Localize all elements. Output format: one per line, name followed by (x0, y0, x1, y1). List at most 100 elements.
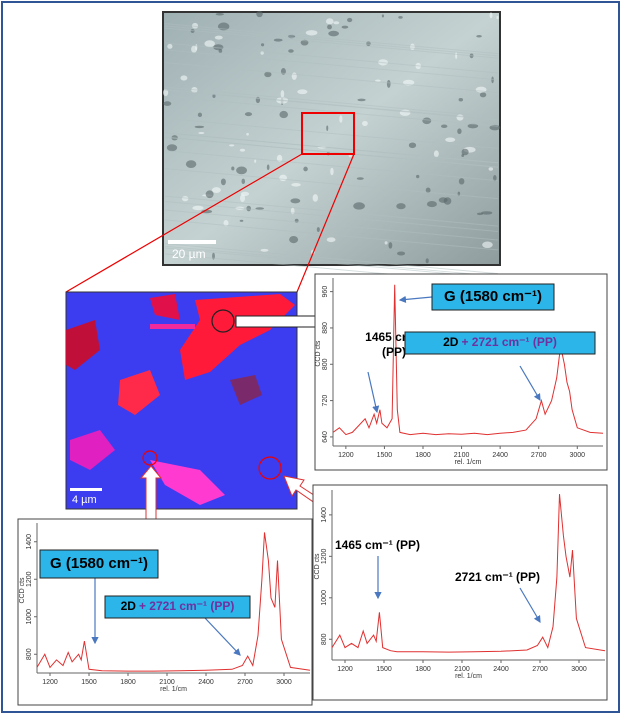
y-tick-label: 640 (322, 431, 329, 443)
page: {"images":{"micrograph":{"scale_bar":"20… (0, 0, 621, 719)
y-tick-label: 1000 (26, 609, 33, 625)
x-axis-label: rel. 1/cm (160, 686, 187, 693)
x-tick-label: 1800 (415, 666, 431, 673)
texture (397, 251, 405, 255)
y-tick-label: 1200 (26, 571, 33, 587)
texture (229, 144, 234, 146)
x-tick-label: 1200 (337, 666, 353, 673)
annotation-part: 2D (121, 599, 137, 613)
texture (261, 43, 264, 46)
texture (192, 206, 203, 210)
texture (291, 183, 300, 187)
annotation-part: + 2721 cm⁻¹ (PP) (139, 599, 234, 613)
texture (279, 111, 288, 118)
texture (167, 144, 177, 151)
texture (163, 101, 171, 106)
texture (289, 236, 298, 243)
texture (387, 80, 391, 88)
annotation-part: + 2721 cm⁻¹ (PP) (461, 335, 556, 349)
x-tick-label: 2100 (454, 452, 470, 459)
scale-label: 4 µm (72, 494, 97, 506)
annotation: G (1580 cm⁻¹) (444, 288, 542, 305)
texture (396, 203, 405, 209)
x-tick-label: 2100 (159, 679, 175, 686)
texture (330, 168, 333, 175)
x-tick-label: 1800 (120, 679, 136, 686)
x-tick-label: 1500 (377, 452, 393, 459)
texture (231, 167, 234, 171)
texture (221, 178, 226, 185)
x-axis-label: rel. 1/cm (455, 459, 482, 466)
texture (182, 196, 189, 201)
texture (328, 31, 339, 37)
texture (317, 227, 320, 232)
x-tick-label: 1500 (81, 679, 97, 686)
texture (357, 99, 365, 102)
scale-bar (168, 240, 216, 244)
y-tick-label: 800 (321, 633, 328, 645)
texture (261, 249, 269, 252)
texture (303, 167, 308, 172)
x-tick-label: 3000 (569, 452, 585, 459)
y-tick-label: 880 (322, 322, 329, 334)
texture (167, 44, 172, 49)
texture (410, 44, 415, 51)
texture (290, 198, 300, 203)
texture (241, 192, 249, 196)
x-tick-label: 2400 (493, 666, 509, 673)
texture (236, 167, 247, 175)
texture (297, 89, 307, 94)
texture (267, 164, 270, 170)
texture (206, 190, 214, 198)
x-tick-label: 2700 (237, 679, 253, 686)
texture (416, 175, 419, 178)
texture (462, 149, 469, 156)
x-tick-label: 1500 (376, 666, 392, 673)
texture (198, 113, 202, 117)
texture (455, 52, 457, 59)
x-tick-label: 2700 (532, 666, 548, 673)
texture (445, 138, 455, 143)
y-tick-label: 800 (26, 648, 33, 660)
texture (459, 98, 463, 101)
texture (489, 167, 493, 170)
texture (186, 160, 196, 168)
texture (292, 72, 297, 80)
x-tick-label: 2400 (492, 452, 508, 459)
texture (333, 21, 339, 24)
y-tick-label: 1400 (26, 534, 33, 550)
texture (245, 112, 252, 116)
texture (204, 40, 214, 47)
x-tick-label: 3000 (276, 679, 292, 686)
annotation: G (1580 cm⁻¹) (50, 555, 148, 572)
texture (246, 133, 249, 136)
y-tick-label: 1000 (321, 590, 328, 606)
texture (476, 35, 482, 37)
annotation: 1465 cm⁻¹ (PP) (335, 538, 420, 552)
texture (481, 211, 492, 214)
y-tick-label: 1200 (321, 548, 328, 564)
texture (215, 36, 223, 40)
texture (347, 18, 352, 22)
texture (281, 90, 285, 98)
texture (457, 128, 461, 134)
y-tick-label: 960 (322, 286, 329, 298)
texture (422, 117, 431, 124)
texture (427, 201, 437, 207)
texture (306, 30, 318, 35)
annotation: 2721 cm⁻¹ (PP) (455, 570, 540, 584)
texture (195, 44, 197, 50)
x-tick-label: 1200 (338, 452, 354, 459)
x-tick-label: 3000 (571, 666, 587, 673)
texture (195, 126, 205, 128)
texture (339, 115, 342, 122)
texture (254, 159, 256, 162)
x-tick-label: 2400 (198, 679, 214, 686)
texture (240, 220, 244, 222)
texture (256, 11, 263, 17)
texture (216, 13, 224, 16)
y-axis-label: CCD cts (315, 340, 322, 367)
texture (441, 124, 447, 128)
texture (327, 237, 336, 242)
scale-label: 20 µm (172, 247, 206, 261)
